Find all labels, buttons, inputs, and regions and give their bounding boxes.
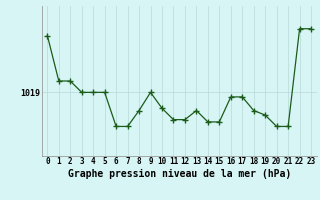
X-axis label: Graphe pression niveau de la mer (hPa): Graphe pression niveau de la mer (hPa) (68, 168, 291, 179)
